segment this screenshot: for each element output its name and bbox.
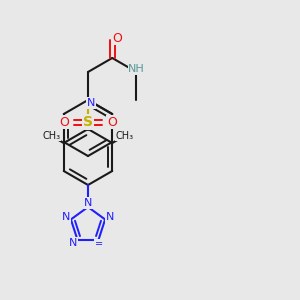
Text: N: N [84, 198, 92, 208]
Text: N: N [87, 98, 95, 108]
Text: N: N [106, 212, 114, 222]
Text: =: = [94, 240, 103, 250]
Text: N: N [69, 238, 78, 248]
Text: CH₃: CH₃ [115, 131, 134, 141]
Text: CH₃: CH₃ [43, 131, 61, 141]
Text: O: O [112, 32, 122, 44]
Text: S: S [83, 115, 93, 129]
Text: O: O [59, 116, 69, 128]
Text: NH: NH [128, 64, 145, 74]
Text: N: N [62, 212, 70, 222]
Text: O: O [107, 116, 117, 128]
